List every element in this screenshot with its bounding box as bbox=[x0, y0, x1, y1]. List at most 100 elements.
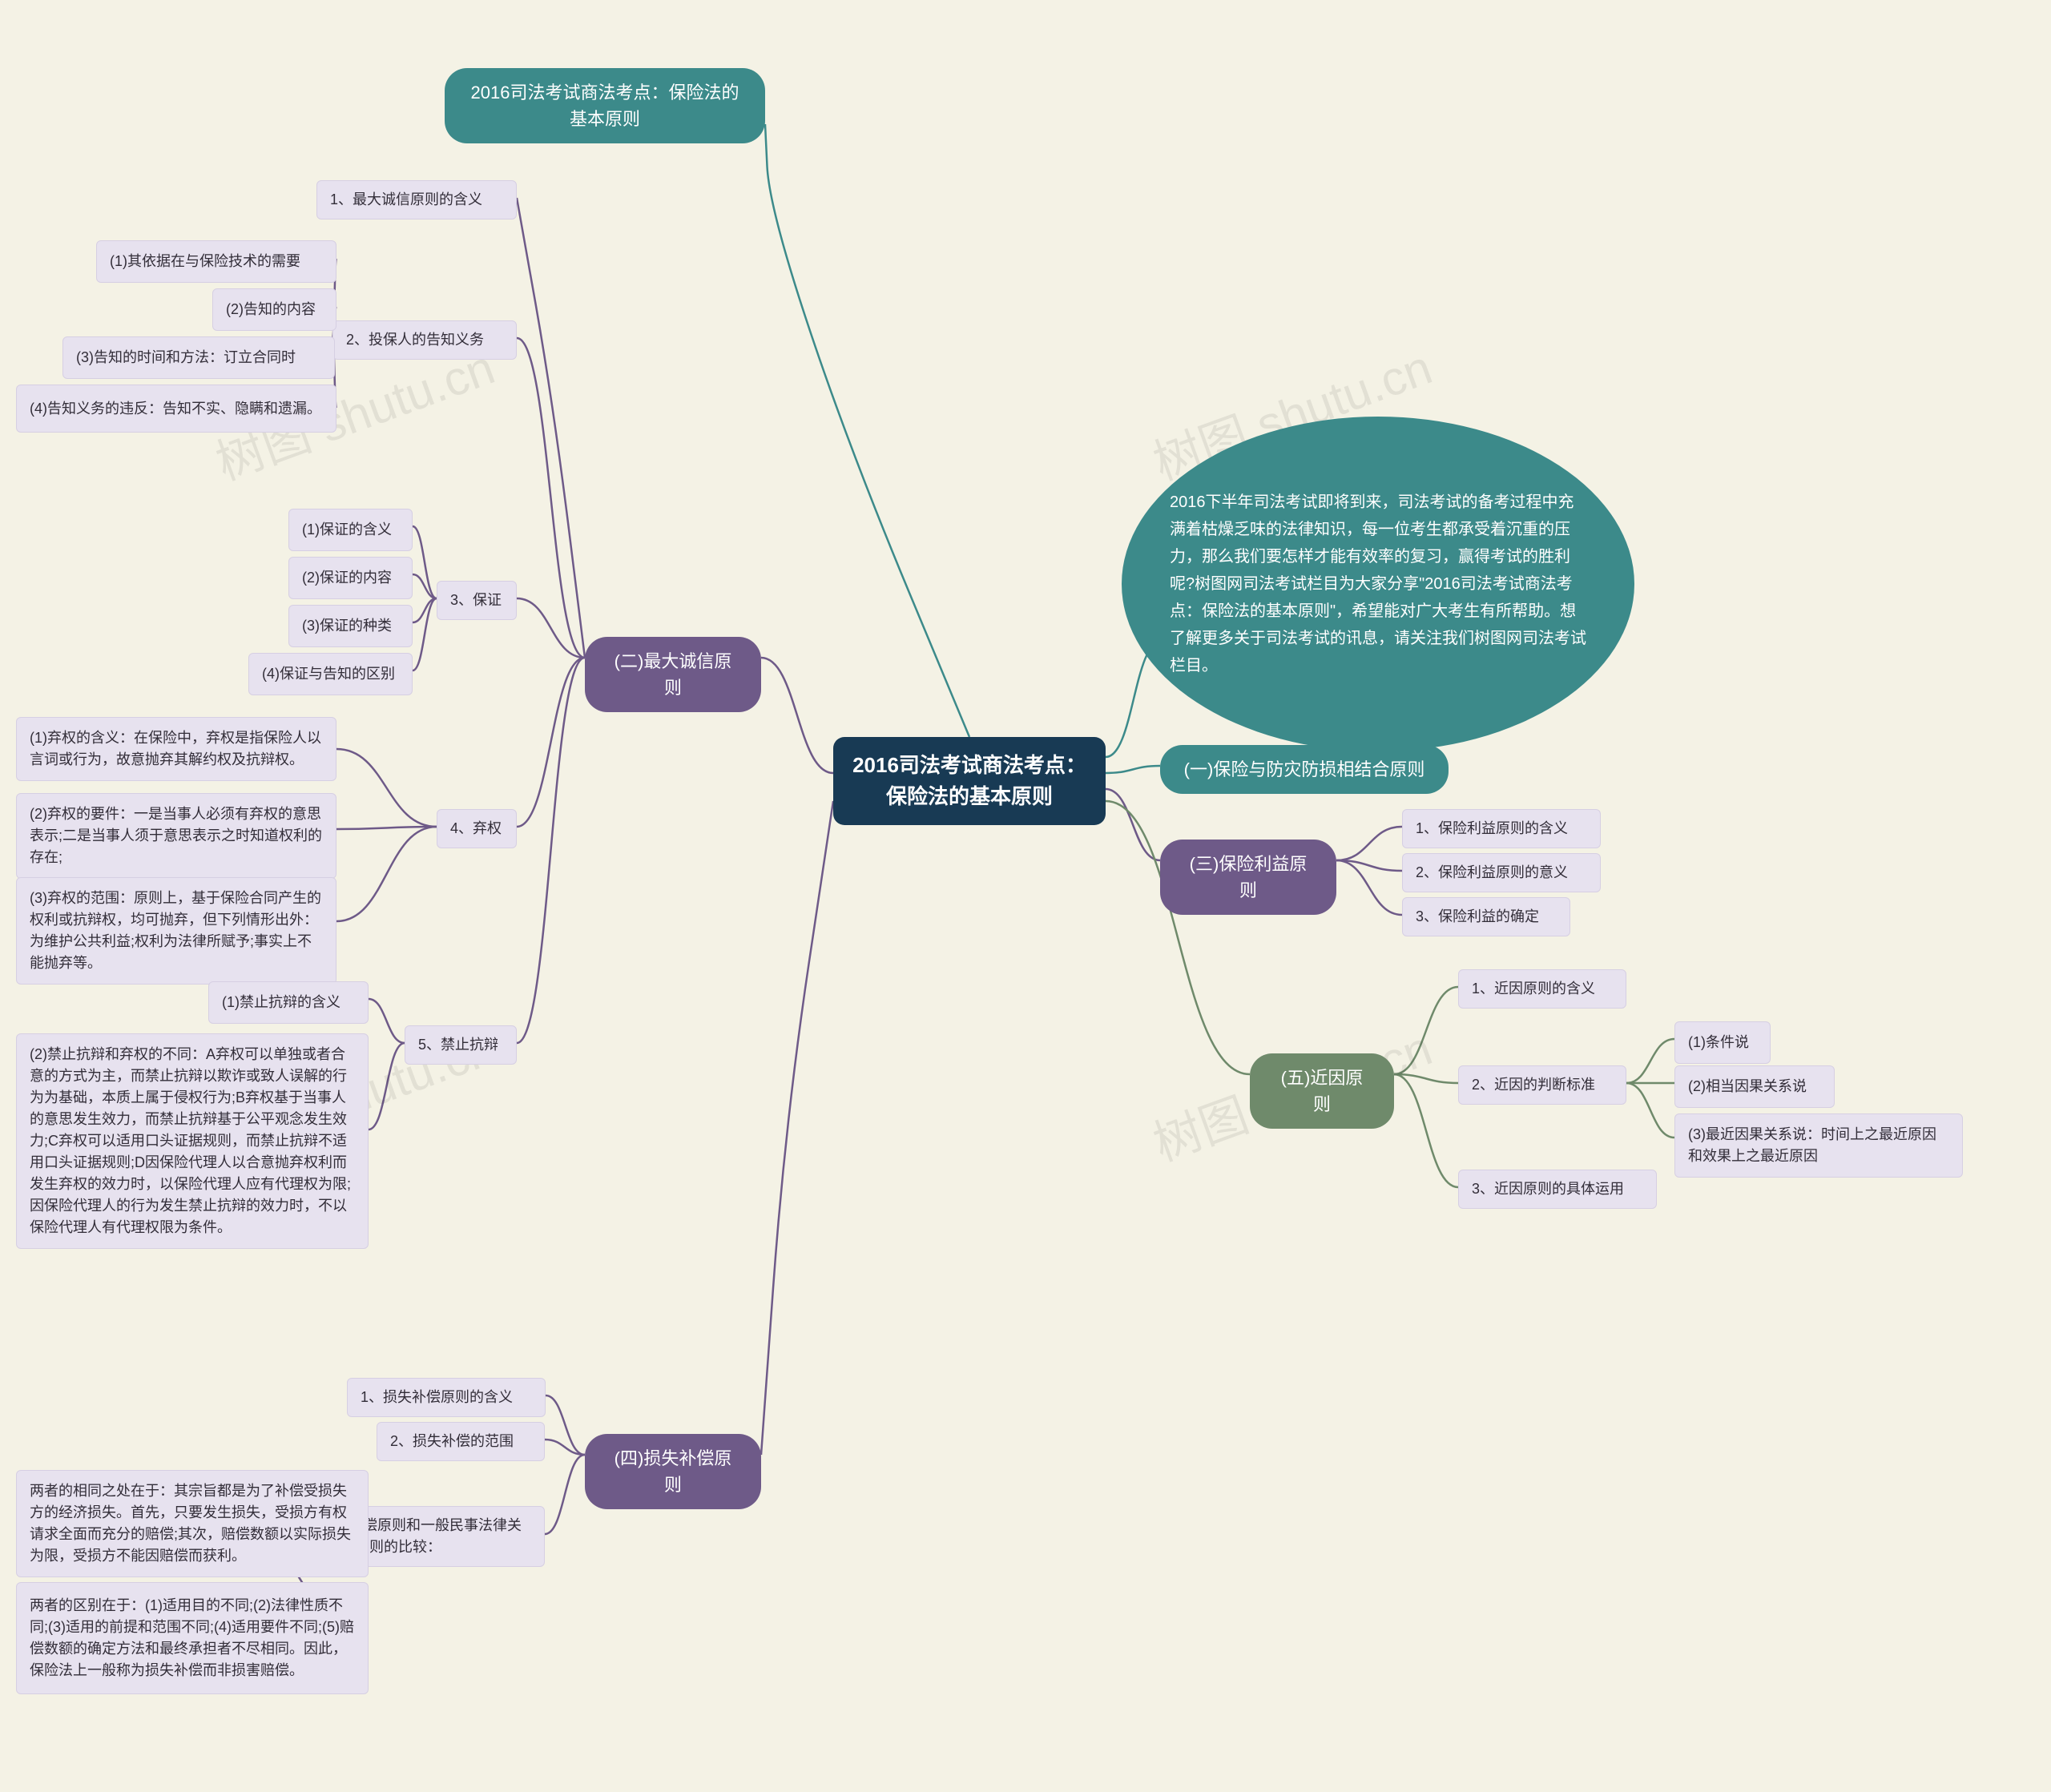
node-label: (四)损失补偿原则 bbox=[607, 1445, 739, 1498]
node-label: (4)保证与告知的区别 bbox=[262, 663, 395, 685]
edge bbox=[413, 526, 437, 598]
node-label: (3)告知的时间和方法：订立合同时 bbox=[76, 347, 296, 368]
edge bbox=[1106, 789, 1160, 860]
edge bbox=[1336, 860, 1402, 915]
node-label: (1)条件说 bbox=[1688, 1032, 1749, 1053]
edge bbox=[336, 827, 437, 829]
node-b1: (一)保险与防灾防损相结合原则 bbox=[1160, 745, 1449, 794]
node-label: 2016司法考试商法考点：保险法的基本原则 bbox=[467, 79, 743, 132]
center-node: 2016司法考试商法考点：保险法的基本原则 bbox=[833, 737, 1106, 825]
node-p5_2_1: (1)条件说 bbox=[1674, 1021, 1771, 1064]
node-label: (3)弃权的范围：原则上，基于保险合同产生的权利或抗辩权，均可抛弃，但下列情形出… bbox=[30, 888, 323, 974]
node-label: 1、保险利益原则的含义 bbox=[1416, 818, 1568, 840]
node-label: (2)保证的内容 bbox=[302, 567, 392, 589]
edge bbox=[369, 999, 405, 1043]
edge bbox=[761, 801, 833, 1455]
node-label: 3、近因原则的具体运用 bbox=[1472, 1178, 1624, 1200]
edge bbox=[413, 598, 437, 670]
edge bbox=[761, 658, 833, 773]
edge bbox=[336, 749, 437, 827]
node-p2_5: 5、禁止抗辩 bbox=[405, 1025, 517, 1065]
node-label: 2、近因的判断标准 bbox=[1472, 1074, 1595, 1096]
node-label: (三)保险利益原则 bbox=[1183, 851, 1314, 904]
node-p4_3_2: 两者的区别在于：(1)适用目的不同;(2)法律性质不同;(3)适用的前提和范围不… bbox=[16, 1582, 369, 1694]
edge bbox=[1336, 860, 1402, 871]
node-label: (一)保险与防灾防损相结合原则 bbox=[1184, 756, 1425, 783]
edge bbox=[413, 598, 437, 622]
node-label: 2、投保人的告知义务 bbox=[346, 329, 484, 351]
node-p3_1: 1、保险利益原则的含义 bbox=[1402, 809, 1601, 848]
node-label: 4、弃权 bbox=[450, 818, 502, 840]
node-p2_2: 2、投保人的告知义务 bbox=[332, 320, 517, 360]
node-label: 2、损失补偿的范围 bbox=[390, 1431, 514, 1452]
node-p3_3: 3、保险利益的确定 bbox=[1402, 897, 1570, 936]
node-p2_3_3: (3)保证的种类 bbox=[288, 605, 413, 647]
node-p5_2: 2、近因的判断标准 bbox=[1458, 1065, 1626, 1105]
node-label: (2)告知的内容 bbox=[226, 299, 316, 320]
edge bbox=[336, 827, 437, 921]
node-p2_2_4: (4)告知义务的违反：告知不实、隐瞒和遗漏。 bbox=[16, 385, 336, 433]
node-label: (1)弃权的含义：在保险中，弃权是指保险人以言词或行为，故意抛弃其解约权及抗辩权… bbox=[30, 727, 323, 771]
node-intro: 2016下半年司法考试即将到来，司法考试的备考过程中充满着枯燥乏味的法律知识，每… bbox=[1122, 417, 1634, 751]
edge bbox=[517, 598, 585, 658]
node-p5_1: 1、近因原则的含义 bbox=[1458, 969, 1626, 1009]
edge bbox=[1626, 1039, 1674, 1083]
edge bbox=[1336, 827, 1402, 860]
node-p3_2: 2、保险利益原则的意义 bbox=[1402, 853, 1601, 892]
node-p2_3_1: (1)保证的含义 bbox=[288, 509, 413, 551]
node-b5: (五)近因原则 bbox=[1250, 1053, 1394, 1129]
node-p2_4_3: (3)弃权的范围：原则上，基于保险合同产生的权利或抗辩权，均可抛弃，但下列情形出… bbox=[16, 877, 336, 985]
center-label: 2016司法考试商法考点：保险法的基本原则 bbox=[846, 750, 1093, 812]
node-label: (2)相当因果关系说 bbox=[1688, 1076, 1807, 1097]
node-label: (3)最近因果关系说：时间上之最近原因和效果上之最近原因 bbox=[1688, 1124, 1949, 1167]
edge bbox=[517, 338, 585, 658]
node-label: (1)禁止抗辩的含义 bbox=[222, 992, 340, 1013]
node-label: (二)最大诚信原则 bbox=[607, 648, 739, 701]
node-p4_1: 1、损失补偿原则的含义 bbox=[347, 1378, 546, 1417]
node-label: 1、最大诚信原则的含义 bbox=[330, 189, 482, 211]
node-p5_2_3: (3)最近因果关系说：时间上之最近原因和效果上之最近原因 bbox=[1674, 1113, 1963, 1178]
node-label: 3、保证 bbox=[450, 590, 502, 611]
node-p2_3_2: (2)保证的内容 bbox=[288, 557, 413, 599]
edge bbox=[545, 1440, 585, 1455]
node-label: 两者的相同之处在于：其宗旨都是为了补偿受损失方的经济损失。首先，只要发生损失，受… bbox=[30, 1480, 355, 1567]
node-label: 2、保险利益原则的意义 bbox=[1416, 862, 1568, 884]
node-label: 5、禁止抗辩 bbox=[418, 1034, 498, 1056]
node-p2_5_1: (1)禁止抗辩的含义 bbox=[208, 981, 369, 1024]
edge bbox=[413, 574, 437, 598]
node-label: 两者的区别在于：(1)适用目的不同;(2)法律性质不同;(3)适用的前提和范围不… bbox=[30, 1595, 355, 1681]
node-top: 2016司法考试商法考点：保险法的基本原则 bbox=[445, 68, 765, 143]
node-label: 2016下半年司法考试即将到来，司法考试的备考过程中充满着枯燥乏味的法律知识，每… bbox=[1170, 489, 1586, 679]
node-p4_3_1: 两者的相同之处在于：其宗旨都是为了补偿受损失方的经济损失。首先，只要发生损失，受… bbox=[16, 1470, 369, 1577]
edge bbox=[1106, 766, 1160, 773]
edge bbox=[1626, 1083, 1674, 1138]
node-p2_4_2: (2)弃权的要件：一是当事人必须有弃权的意思表示;二是当事人须于意思表示之时知道… bbox=[16, 793, 336, 879]
node-p2_4: 4、弃权 bbox=[437, 809, 517, 848]
node-p2_4_1: (1)弃权的含义：在保险中，弃权是指保险人以言词或行为，故意抛弃其解约权及抗辩权… bbox=[16, 717, 336, 781]
node-p2_5_2: (2)禁止抗辩和弃权的不同：A弃权可以单独或者合意的方式为主，而禁止抗辩以欺诈或… bbox=[16, 1033, 369, 1249]
node-label: (3)保证的种类 bbox=[302, 615, 392, 637]
edge bbox=[517, 198, 585, 658]
node-p2_1: 1、最大诚信原则的含义 bbox=[316, 180, 517, 219]
node-p4_2: 2、损失补偿的范围 bbox=[377, 1422, 545, 1461]
node-p2_3_4: (4)保证与告知的区别 bbox=[248, 653, 413, 695]
node-b4: (四)损失补偿原则 bbox=[585, 1434, 761, 1509]
node-b2: (二)最大诚信原则 bbox=[585, 637, 761, 712]
edge bbox=[546, 1395, 585, 1455]
node-label: 1、损失补偿原则的含义 bbox=[361, 1387, 513, 1408]
node-p5_3: 3、近因原则的具体运用 bbox=[1458, 1170, 1657, 1209]
edge bbox=[517, 658, 585, 1043]
node-label: (2)禁止抗辩和弃权的不同：A弃权可以单独或者合意的方式为主，而禁止抗辩以欺诈或… bbox=[30, 1044, 355, 1238]
node-p2_2_3: (3)告知的时间和方法：订立合同时 bbox=[62, 336, 335, 379]
node-b3: (三)保险利益原则 bbox=[1160, 840, 1336, 915]
edge bbox=[1394, 987, 1458, 1074]
node-p5_2_2: (2)相当因果关系说 bbox=[1674, 1065, 1835, 1108]
node-label: 3、保险利益的确定 bbox=[1416, 906, 1539, 928]
node-p2_2_2: (2)告知的内容 bbox=[212, 288, 336, 331]
node-label: (1)其依据在与保险技术的需要 bbox=[110, 251, 300, 272]
edge bbox=[1394, 1074, 1458, 1187]
node-p2_2_1: (1)其依据在与保险技术的需要 bbox=[96, 240, 336, 283]
node-label: (1)保证的含义 bbox=[302, 519, 392, 541]
edge bbox=[369, 1043, 405, 1130]
node-label: (4)告知义务的违反：告知不实、隐瞒和遗漏。 bbox=[30, 398, 321, 420]
